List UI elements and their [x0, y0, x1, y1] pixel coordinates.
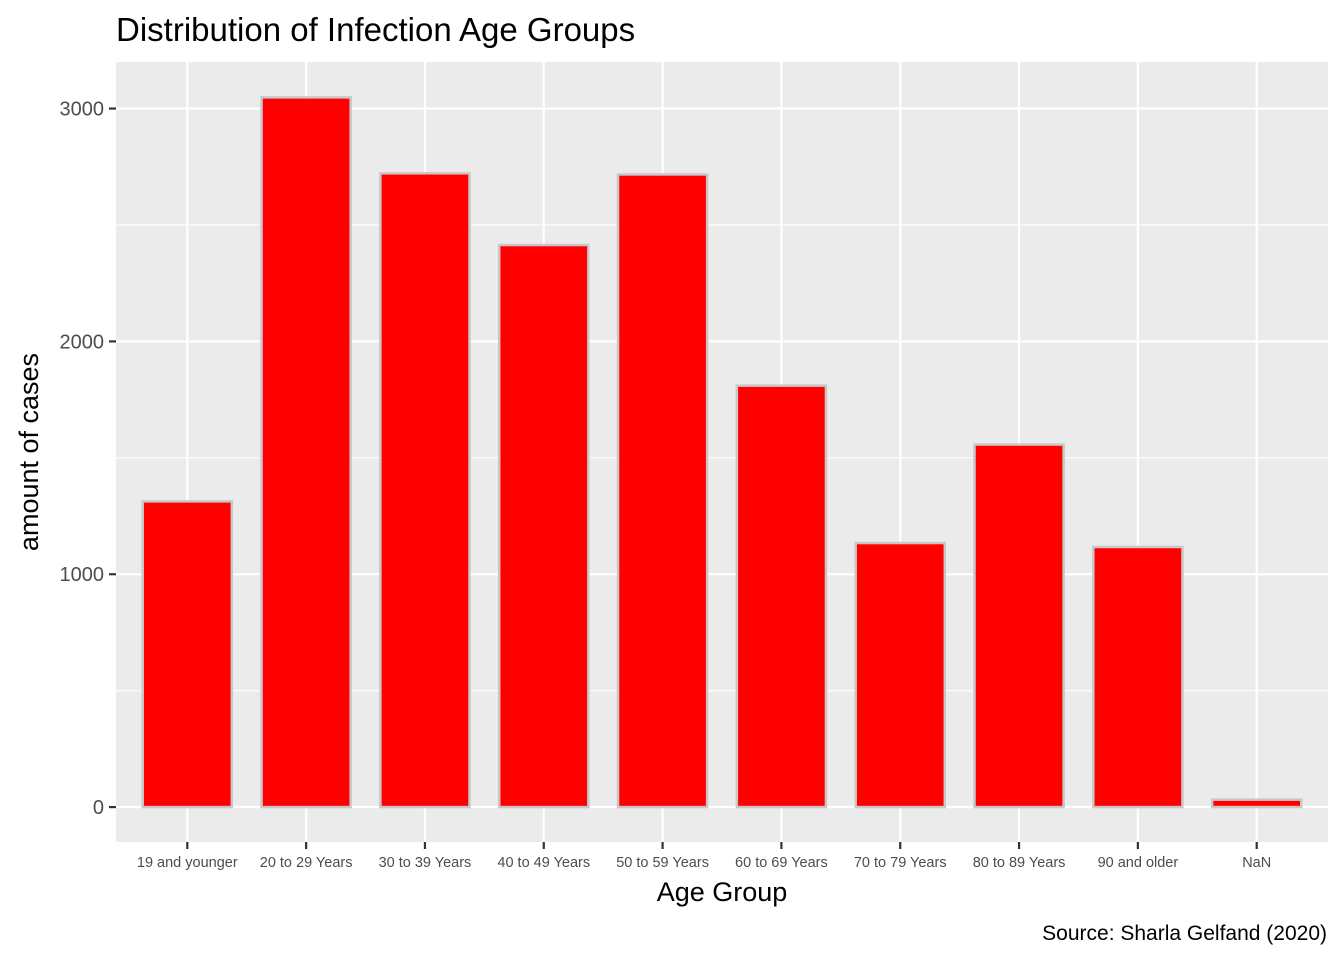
chart-title: Distribution of Infection Age Groups: [116, 11, 635, 48]
y-axis-title: amount of cases: [14, 353, 44, 551]
x-tick-label: 40 to 49 Years: [497, 855, 590, 871]
y-tick-label: 1000: [60, 564, 105, 586]
bar: [260, 96, 352, 809]
bar: [379, 172, 471, 809]
x-tick-label: NaN: [1242, 855, 1271, 871]
source-caption: Source: Sharla Gelfand (2020): [1042, 922, 1327, 945]
x-tick-label: 20 to 29 Years: [260, 855, 353, 871]
bar: [973, 443, 1065, 809]
x-tick-label: 70 to 79 Years: [854, 855, 947, 871]
x-axis: 19 and younger 20 to 29 Years 30 to 39 Yea…: [137, 842, 1271, 871]
bar: [854, 541, 947, 809]
bar: [735, 384, 828, 809]
x-tick-label: 19 and younger: [137, 855, 238, 871]
bar: [1092, 545, 1184, 809]
x-axis-title: Age Group: [657, 877, 788, 907]
y-axis: 0 1000 2000 3000: [60, 99, 116, 819]
bar: [616, 173, 709, 809]
x-tick-label: 60 to 69 Years: [735, 855, 828, 871]
y-tick-label: 0: [93, 797, 104, 819]
y-tick-label: 3000: [60, 99, 105, 121]
bar: [1210, 798, 1303, 809]
x-tick-label: 80 to 89 Years: [973, 855, 1066, 871]
y-tick-label: 2000: [60, 331, 105, 353]
bar: [497, 243, 590, 809]
bar: [141, 500, 234, 809]
x-tick-label: 90 and older: [1098, 855, 1179, 871]
bars: [141, 96, 1303, 809]
x-tick-label: 50 to 59 Years: [616, 855, 709, 871]
x-tick-label: 30 to 39 Years: [379, 855, 472, 871]
